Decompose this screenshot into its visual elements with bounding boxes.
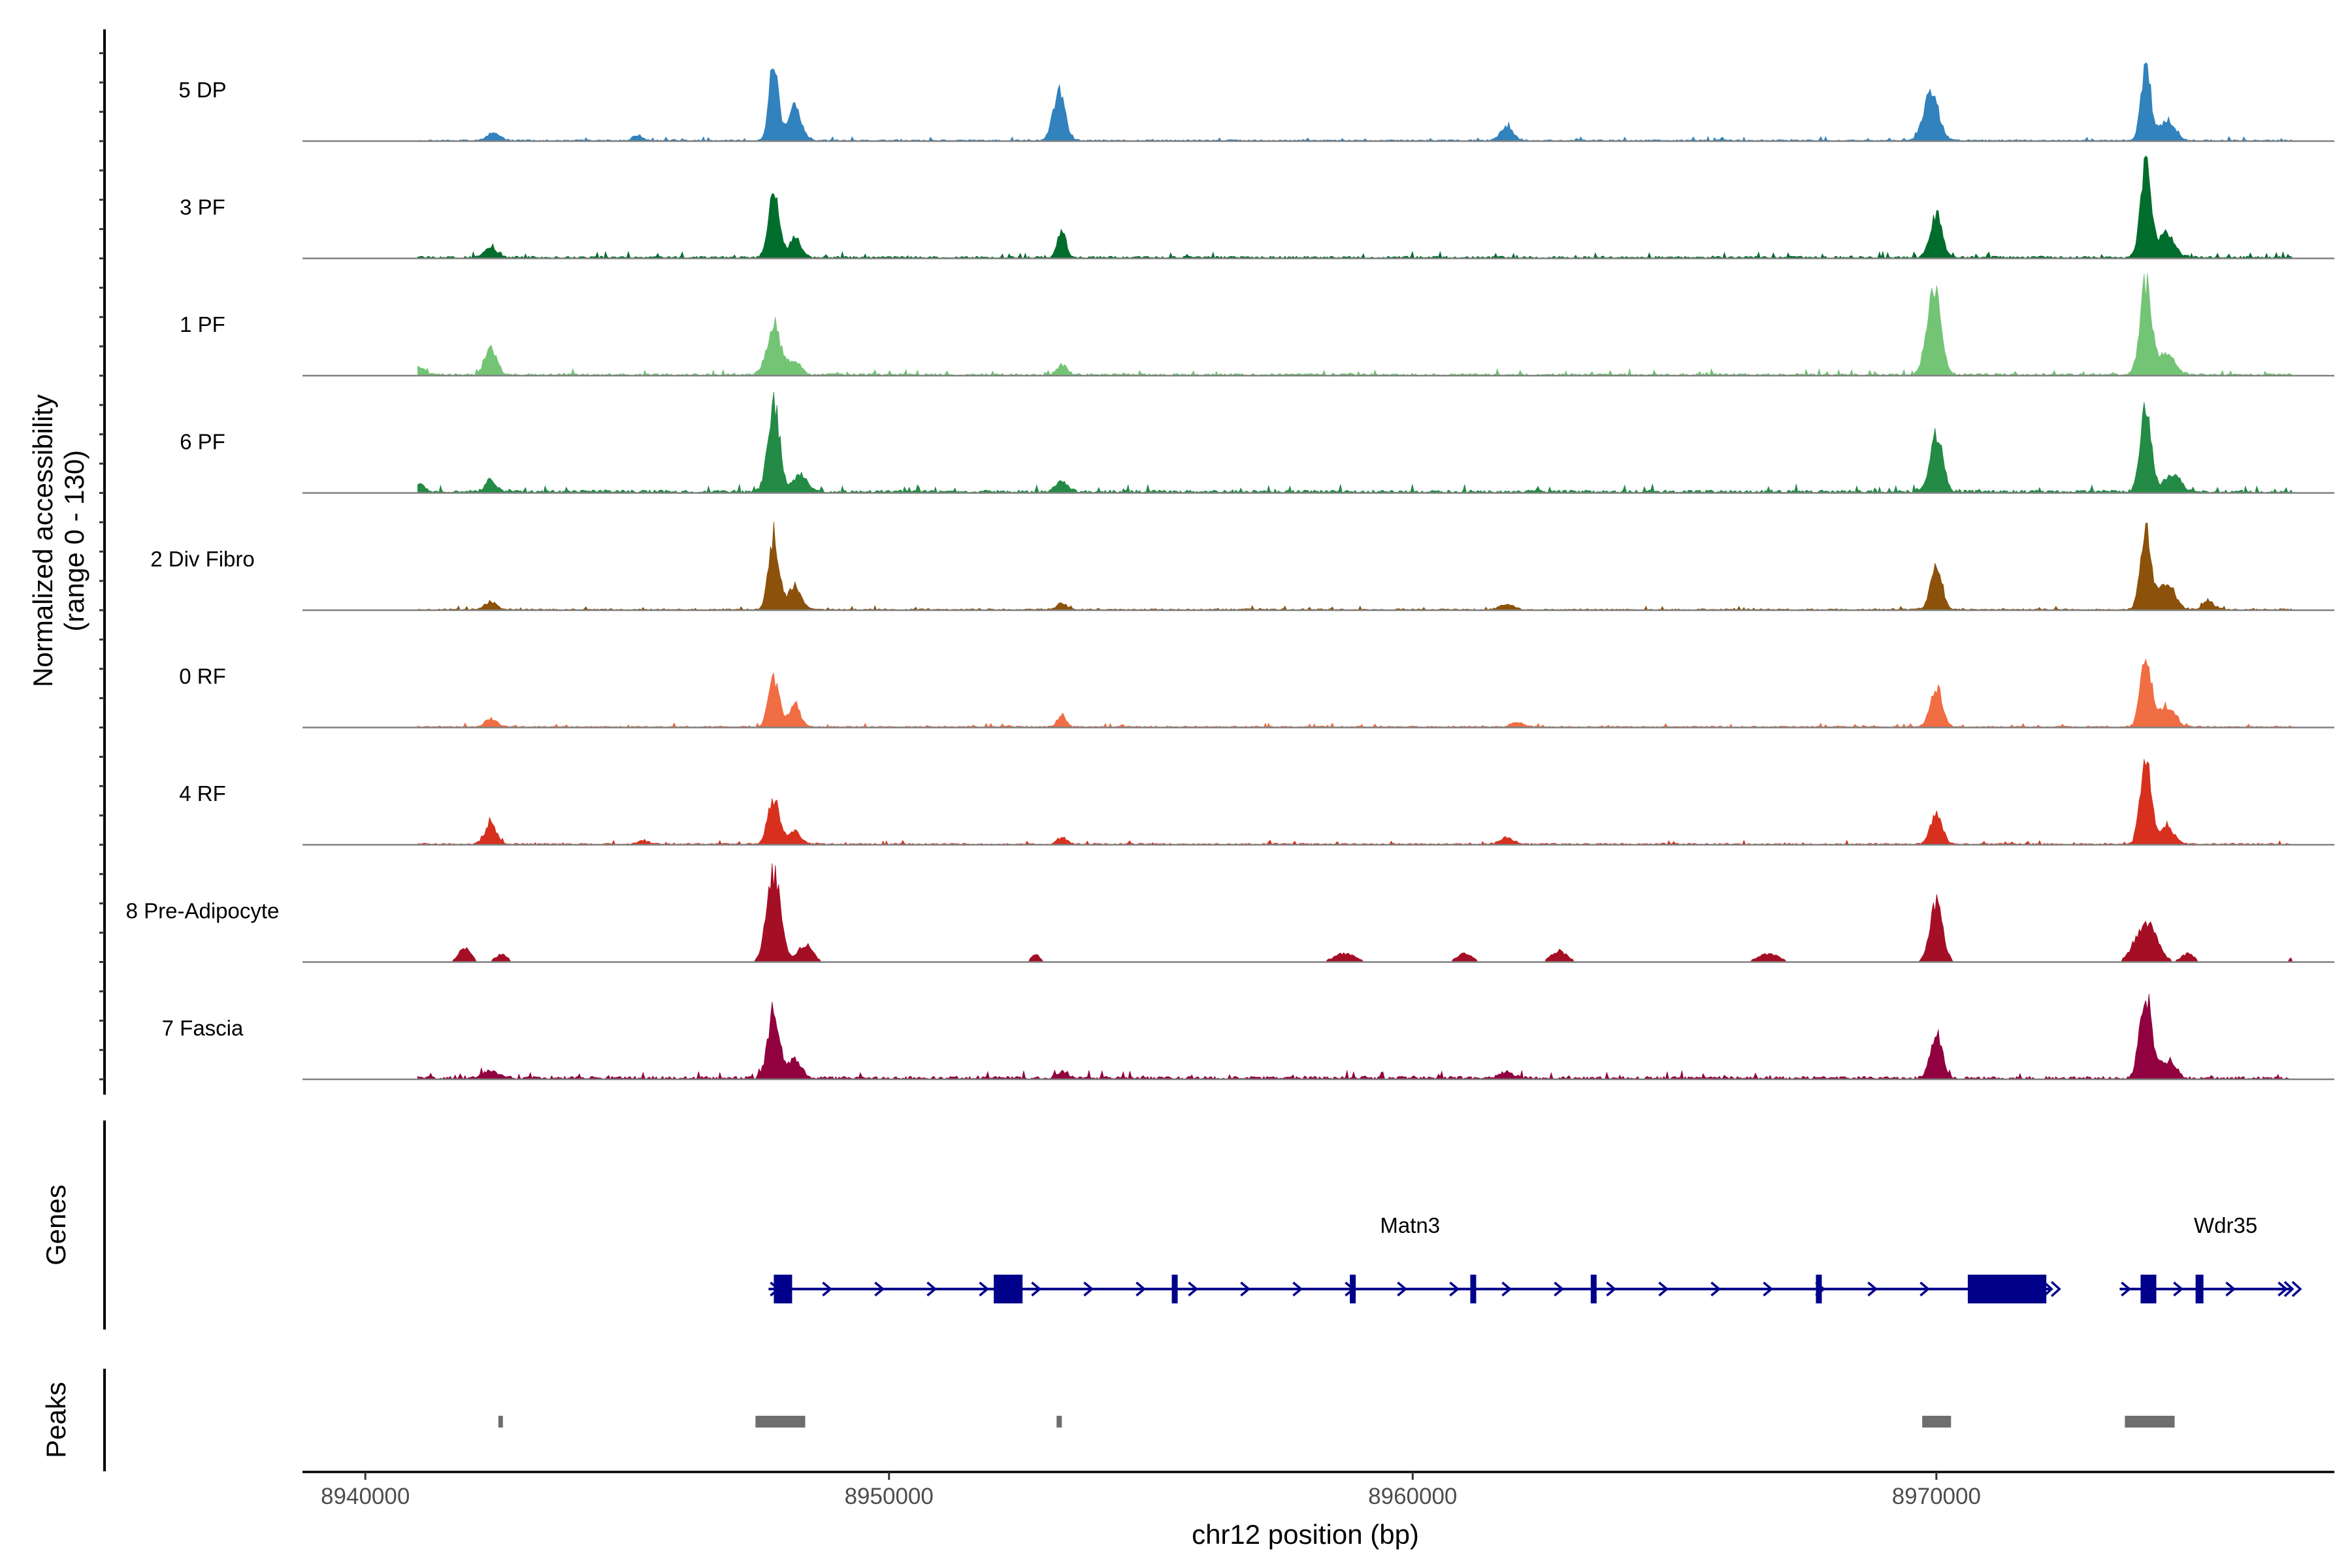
coverage-track: 8 Pre-Adipocyte xyxy=(126,863,2334,963)
y-axis-title-range: (range 0 - 130) xyxy=(59,450,90,632)
gene-exon xyxy=(2195,1275,2204,1303)
track-label: 3 PF xyxy=(180,195,225,220)
strand-arrow xyxy=(2283,1281,2295,1298)
coverage-area xyxy=(417,521,2293,611)
strand-arrow xyxy=(1554,1281,1565,1297)
x-axis: 8940000 8950000 8960000 8970000 chr12 posit… xyxy=(302,1471,2334,1550)
x-axis-tick-label: 8970000 xyxy=(1892,1484,1981,1509)
peak-regions xyxy=(498,1416,2175,1428)
gene-exon xyxy=(1171,1275,1178,1303)
peak-region xyxy=(1056,1416,1062,1428)
gene-exon xyxy=(1350,1275,1356,1303)
strand-arrow xyxy=(1135,1281,1147,1297)
coverage-track: 1 PF xyxy=(180,272,2334,377)
gene-models: Matn3 Wdr35 xyxy=(768,1213,2302,1303)
coverage-area xyxy=(417,863,2293,962)
x-axis-tick-label: 8950000 xyxy=(845,1484,934,1509)
peak-region xyxy=(755,1416,806,1428)
peaks-panel: Peaks xyxy=(41,1369,2175,1471)
gene-model: Wdr35 xyxy=(2119,1213,2302,1303)
track-label: 8 Pre-Adipocyte xyxy=(126,899,280,923)
track-label: 2 Div Fibro xyxy=(150,547,255,571)
strand-arrow xyxy=(2173,1281,2184,1297)
strand-arrow xyxy=(2042,1281,2053,1298)
strand-arrow xyxy=(2121,1281,2132,1297)
strand-arrow xyxy=(1292,1281,1303,1297)
strand-arrow xyxy=(1501,1281,1512,1297)
strand-arrow xyxy=(2050,1281,2061,1298)
gene-exon xyxy=(1590,1275,1597,1303)
coverage-area xyxy=(417,391,2293,494)
coverage-y-axis xyxy=(99,29,106,1095)
coverage-track: 6 PF xyxy=(180,391,2334,494)
coverage-area xyxy=(417,994,2293,1080)
genes-panel-title: Genes xyxy=(41,1184,71,1266)
strand-arrow xyxy=(1240,1281,1251,1297)
strand-arrow xyxy=(1188,1281,1199,1297)
coverage-track: 5 DP xyxy=(178,62,2334,142)
strand-arrow xyxy=(1710,1281,1722,1297)
track-label: 4 RF xyxy=(179,781,226,806)
x-axis-tick-label: 8960000 xyxy=(1368,1484,1457,1509)
strand-arrow xyxy=(1919,1281,1931,1297)
coverage-track: 0 RF xyxy=(179,658,2334,728)
track-label: 1 PF xyxy=(180,312,225,336)
strand-arrow xyxy=(1449,1281,1460,1297)
strand-arrow xyxy=(1763,1281,1774,1297)
coverage-track: 4 RF xyxy=(179,759,2334,846)
coverage-area xyxy=(417,155,2293,259)
strand-arrow xyxy=(979,1281,990,1297)
gene-name-label: Matn3 xyxy=(1380,1213,1440,1237)
peak-region xyxy=(498,1416,503,1428)
peak-region xyxy=(2125,1416,2175,1428)
strand-arrow xyxy=(926,1281,938,1297)
gene-exon xyxy=(1967,1275,2047,1303)
track-label: 5 DP xyxy=(178,78,226,102)
strand-arrow xyxy=(874,1281,885,1297)
strand-arrow xyxy=(1658,1281,1669,1297)
genes-panel: Genes Matn3 Wdr35 xyxy=(41,1120,2302,1330)
strand-arrow xyxy=(1397,1281,1408,1297)
strand-arrow xyxy=(2291,1281,2302,1298)
track-label: 7 Fascia xyxy=(162,1016,244,1040)
strand-arrow xyxy=(1083,1281,1094,1297)
coverage-area xyxy=(417,62,2293,142)
track-label: 6 PF xyxy=(180,430,225,454)
x-axis-ticks: 8940000 8950000 8960000 8970000 xyxy=(321,1472,1981,1509)
gene-exon xyxy=(1470,1275,1477,1303)
strand-arrow xyxy=(1606,1281,1617,1297)
gene-exon xyxy=(774,1275,792,1303)
peak-region xyxy=(1922,1416,1952,1428)
x-axis-title: chr12 position (bp) xyxy=(1192,1519,1419,1550)
strand-arrow xyxy=(1031,1281,1042,1297)
strand-arrow xyxy=(822,1281,833,1297)
strand-arrow xyxy=(2278,1281,2289,1297)
strand-arrow xyxy=(1867,1281,1878,1297)
coverage-tracks: 5 DP 3 PF 1 PF 6 PF 2 Div Fibro 0 RF 4 RF 8 Pre… xyxy=(126,62,2334,1081)
gene-exon xyxy=(1816,1275,1822,1303)
coverage-area xyxy=(417,759,2293,845)
gene-name-label: Wdr35 xyxy=(2194,1213,2257,1237)
x-axis-tick-label: 8940000 xyxy=(321,1484,410,1509)
gene-exon xyxy=(2140,1275,2157,1303)
coverage-area xyxy=(417,272,2293,376)
coverage-track: 2 Div Fibro xyxy=(150,521,2334,612)
coverage-track: 7 Fascia xyxy=(162,994,2334,1081)
gene-model: Matn3 xyxy=(768,1213,2061,1303)
strand-arrow xyxy=(2225,1281,2236,1297)
coverage-track: 3 PF xyxy=(180,155,2334,259)
peaks-panel-title: Peaks xyxy=(41,1382,71,1458)
y-axis-title: Normalized accessibility xyxy=(27,395,58,687)
gene-exon xyxy=(994,1275,1023,1303)
coverage-area xyxy=(417,658,2293,728)
track-label: 0 RF xyxy=(179,664,226,689)
